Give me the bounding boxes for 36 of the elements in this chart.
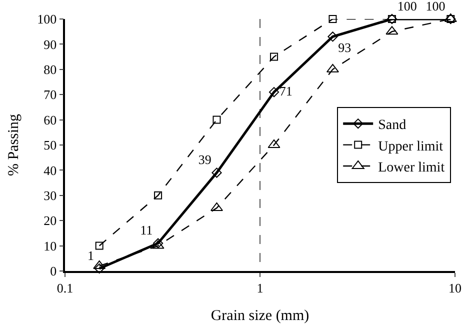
data-label: 11 (140, 222, 153, 238)
point (268, 87, 280, 98)
data-label: 100 (426, 0, 446, 14)
point (154, 191, 162, 200)
point (328, 15, 337, 23)
y-tick-label: 50 (44, 138, 57, 153)
x-axis-title: Grain size (mm) (210, 308, 310, 324)
x-tick-label: 10 (448, 280, 462, 296)
legend-label: Upper limit (378, 139, 444, 154)
x-tick-label: 1 (256, 280, 264, 296)
data-label: 39 (198, 152, 212, 168)
data-label: 100 (397, 0, 417, 14)
y-tick-label: 60 (44, 112, 57, 128)
y-tick-label: 30 (44, 188, 57, 203)
y-tick-label: 90 (44, 36, 57, 52)
y-axis-title: % Passing (6, 113, 22, 176)
y-tick-label: 0 (50, 264, 57, 279)
y-tick-label: 100 (37, 12, 57, 27)
point (212, 168, 222, 178)
point (95, 242, 104, 250)
legend-label: Lower limit (378, 160, 445, 176)
y-tick-label: 20 (44, 213, 57, 228)
point (212, 116, 221, 124)
point (152, 238, 164, 248)
point (270, 52, 278, 61)
y-tick-label: 80 (44, 62, 57, 77)
x-tick-label: 0.1 (56, 280, 74, 296)
data-label: 71 (279, 83, 292, 98)
y-tick-label: 70 (44, 87, 57, 102)
data-label: 1 (87, 248, 94, 263)
legend-label: Sand (378, 118, 406, 134)
y-tick-label: 10 (44, 238, 57, 254)
point (328, 32, 338, 42)
data-label: 93 (338, 40, 352, 55)
y-tick-label: 40 (44, 162, 57, 178)
point (94, 263, 104, 274)
